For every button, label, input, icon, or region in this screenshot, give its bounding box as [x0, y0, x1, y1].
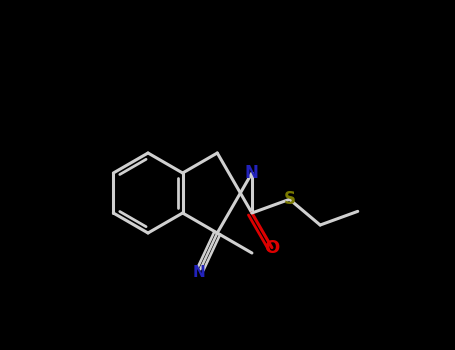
Text: O: O [264, 239, 279, 257]
Text: N: N [192, 265, 205, 280]
Text: N: N [245, 164, 259, 182]
Text: S: S [283, 190, 295, 208]
